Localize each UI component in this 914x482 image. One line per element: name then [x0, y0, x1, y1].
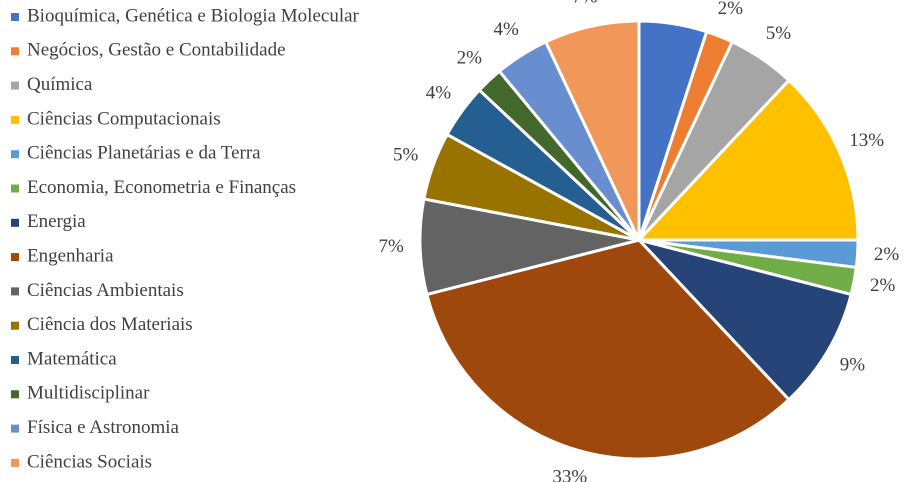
legend-marker	[11, 47, 19, 56]
legend-marker	[11, 321, 19, 330]
data-label: 4%	[493, 19, 519, 40]
legend-label: Economia, Econometria e Finanças	[27, 177, 296, 198]
legend-label: Ciência dos Materiais	[27, 314, 193, 335]
legend-marker	[11, 287, 19, 296]
legend-label: Ciências Ambientais	[27, 280, 184, 301]
legend-label: Bioquímica, Genética e Biologia Molecula…	[27, 5, 360, 26]
legend-marker	[11, 253, 19, 262]
data-label: 5%	[766, 23, 792, 44]
pie-slice	[635, 78, 860, 242]
legend-marker	[11, 115, 19, 124]
legend-marker	[11, 184, 19, 193]
data-label: 4%	[426, 83, 452, 104]
pie-slice	[425, 238, 792, 461]
pie-slice	[543, 19, 641, 241]
data-label: 7%	[572, 0, 598, 7]
legend-marker	[11, 81, 19, 90]
legend-label: Multidisciplinar	[27, 383, 150, 404]
legend-marker	[11, 458, 19, 467]
data-label: 9%	[840, 355, 866, 376]
data-label: 2%	[874, 244, 900, 265]
legend-marker	[11, 356, 19, 364]
legend-label: Ciências Computacionais	[27, 108, 221, 129]
data-label: 5%	[393, 144, 419, 165]
data-label: 2%	[718, 0, 744, 19]
data-label: 7%	[378, 236, 404, 257]
legend-marker	[11, 218, 19, 227]
data-label: 13%	[849, 130, 884, 151]
data-label: 33%	[552, 467, 587, 482]
legend-label: Ciências Planetárias e da Terra	[27, 143, 261, 164]
legend-label: Engenharia	[27, 245, 114, 266]
pie-slice	[634, 237, 853, 402]
legend-label: Matemática	[27, 348, 117, 369]
legend-marker	[11, 390, 19, 399]
legend-marker	[11, 424, 19, 433]
data-label: 2%	[457, 48, 483, 69]
legend-marker	[11, 13, 19, 21]
data-label: 2%	[870, 275, 896, 296]
legend-label: Energia	[27, 211, 86, 232]
legend-label: Química	[27, 74, 93, 95]
legend-label: Física e Astronomia	[27, 417, 180, 438]
legend-label: Ciências Sociais	[27, 451, 152, 472]
legend-label: Negócios, Gestão e Contabilidade	[27, 40, 286, 61]
legend-marker	[11, 150, 19, 159]
data-label: 5%	[665, 0, 691, 4]
